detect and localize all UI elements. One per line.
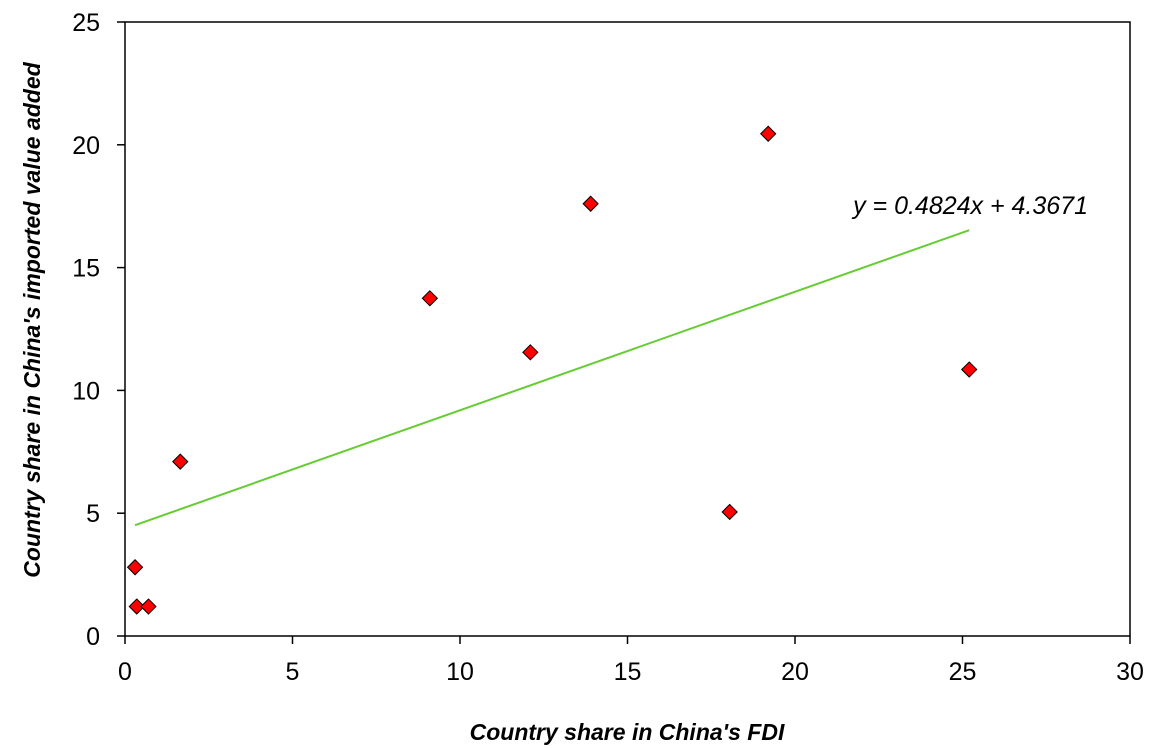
data-point bbox=[960, 361, 978, 378]
data-point bbox=[140, 598, 157, 615]
data-points bbox=[126, 125, 978, 615]
x-tick-label: 20 bbox=[781, 658, 809, 686]
x-axis-title: Country share in China's FDI bbox=[470, 719, 785, 745]
y-tick-label: 20 bbox=[72, 132, 100, 160]
data-point bbox=[128, 598, 145, 615]
data-point bbox=[522, 344, 539, 361]
y-tick-label: 0 bbox=[86, 623, 100, 651]
trendline bbox=[134, 229, 970, 527]
x-tick-label: 25 bbox=[949, 658, 977, 686]
y-tick-label: 10 bbox=[72, 377, 100, 405]
y-tick-label: 5 bbox=[86, 500, 100, 528]
y-axis-title: Country share in China's imported value … bbox=[19, 61, 45, 577]
data-point bbox=[721, 503, 738, 521]
x-axis-tick-labels: 0 5 10 15 20 25 30 bbox=[118, 658, 1144, 686]
y-axis-tick-labels: 0 5 10 15 20 25 bbox=[72, 9, 100, 651]
x-axis-ticks bbox=[124, 636, 1131, 644]
data-point bbox=[172, 453, 189, 470]
data-point bbox=[126, 559, 144, 576]
y-tick-label: 15 bbox=[72, 255, 100, 283]
x-tick-label: 0 bbox=[118, 658, 132, 686]
x-tick-label: 5 bbox=[286, 658, 300, 686]
y-tick-label: 25 bbox=[72, 9, 100, 37]
data-point bbox=[421, 290, 439, 307]
x-tick-label: 10 bbox=[446, 658, 474, 686]
x-tick-label: 30 bbox=[1116, 658, 1144, 686]
x-tick-label: 15 bbox=[614, 658, 642, 686]
data-point bbox=[759, 125, 777, 142]
y-axis-ticks bbox=[117, 21, 125, 637]
plot-area bbox=[124, 21, 1131, 637]
trendline-equation: y = 0.4824x + 4.3671 bbox=[851, 192, 1088, 220]
data-point bbox=[582, 195, 599, 212]
